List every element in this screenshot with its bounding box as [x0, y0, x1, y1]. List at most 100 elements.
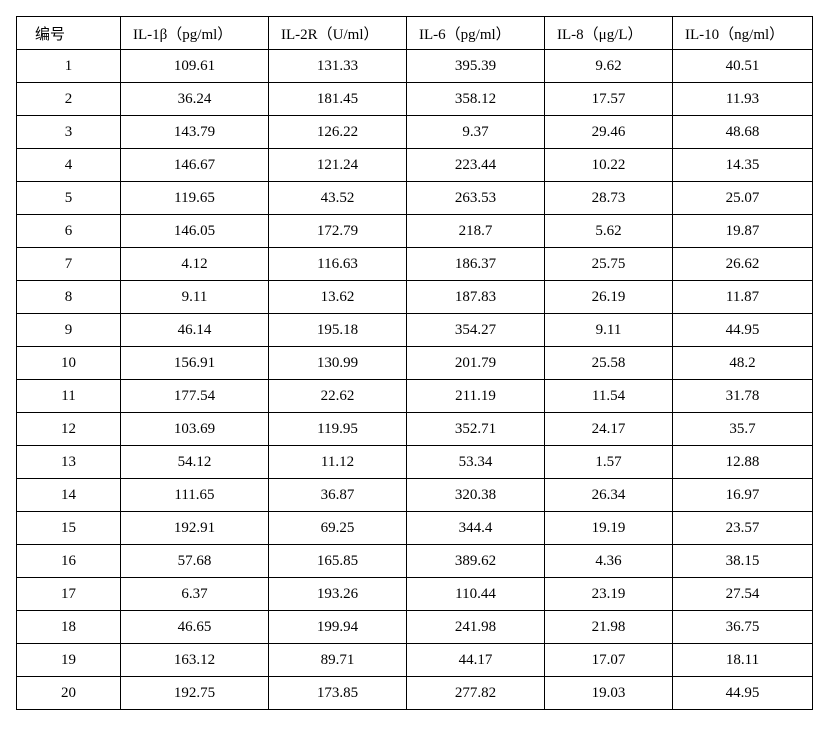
cell-value: 172.79 — [269, 215, 407, 248]
cell-value: 146.67 — [121, 149, 269, 182]
cell-value: 21.98 — [545, 611, 673, 644]
cell-value: 146.05 — [121, 215, 269, 248]
cell-value: 22.62 — [269, 380, 407, 413]
cell-value: 103.69 — [121, 413, 269, 446]
cell-value: 26.62 — [673, 248, 813, 281]
cell-value: 24.17 — [545, 413, 673, 446]
cell-value: 54.12 — [121, 446, 269, 479]
cell-value: 165.85 — [269, 545, 407, 578]
cell-value: 9.37 — [407, 116, 545, 149]
cell-index: 7 — [17, 248, 121, 281]
cell-index: 10 — [17, 347, 121, 380]
cell-value: 36.24 — [121, 83, 269, 116]
table-row: 1846.65199.94241.9821.9836.75 — [17, 611, 813, 644]
cell-value: 186.37 — [407, 248, 545, 281]
cell-value: 23.19 — [545, 578, 673, 611]
table-row: 5119.6543.52263.5328.7325.07 — [17, 182, 813, 215]
table-body: 1109.61131.33395.399.6240.51236.24181.45… — [17, 50, 813, 710]
cell-value: 44.95 — [673, 677, 813, 710]
cell-value: 16.97 — [673, 479, 813, 512]
cell-value: 195.18 — [269, 314, 407, 347]
cell-value: 11.93 — [673, 83, 813, 116]
cell-value: 6.37 — [121, 578, 269, 611]
cell-value: 25.58 — [545, 347, 673, 380]
cell-value: 121.24 — [269, 149, 407, 182]
cell-value: 69.25 — [269, 512, 407, 545]
cell-index: 5 — [17, 182, 121, 215]
table-row: 19163.1289.7144.1717.0718.11 — [17, 644, 813, 677]
table-row: 74.12116.63186.3725.7526.62 — [17, 248, 813, 281]
cell-index: 14 — [17, 479, 121, 512]
cell-value: 38.15 — [673, 545, 813, 578]
cell-value: 177.54 — [121, 380, 269, 413]
cell-value: 4.12 — [121, 248, 269, 281]
data-table: 编号 IL-1β（pg/ml） IL-2R（U/ml） IL-6（pg/ml） … — [16, 16, 813, 710]
cell-value: 277.82 — [407, 677, 545, 710]
table-row: 14111.6536.87320.3826.3416.97 — [17, 479, 813, 512]
cell-value: 36.87 — [269, 479, 407, 512]
cell-value: 201.79 — [407, 347, 545, 380]
table-row: 15192.9169.25344.419.1923.57 — [17, 512, 813, 545]
cell-value: 28.73 — [545, 182, 673, 215]
cell-value: 89.71 — [269, 644, 407, 677]
cell-value: 29.46 — [545, 116, 673, 149]
cell-value: 19.19 — [545, 512, 673, 545]
cell-index: 15 — [17, 512, 121, 545]
cell-value: 19.87 — [673, 215, 813, 248]
cell-value: 44.95 — [673, 314, 813, 347]
cell-value: 192.91 — [121, 512, 269, 545]
cell-value: 48.2 — [673, 347, 813, 380]
cell-value: 5.62 — [545, 215, 673, 248]
cell-value: 17.57 — [545, 83, 673, 116]
cell-value: 320.38 — [407, 479, 545, 512]
cell-value: 130.99 — [269, 347, 407, 380]
cell-value: 193.26 — [269, 578, 407, 611]
cell-index: 2 — [17, 83, 121, 116]
cell-value: 23.57 — [673, 512, 813, 545]
cell-value: 44.17 — [407, 644, 545, 677]
col-header-il6: IL-6（pg/ml） — [407, 17, 545, 50]
cell-value: 9.11 — [545, 314, 673, 347]
cell-value: 48.68 — [673, 116, 813, 149]
table-row: 1354.1211.1253.341.5712.88 — [17, 446, 813, 479]
cell-index: 8 — [17, 281, 121, 314]
cell-index: 12 — [17, 413, 121, 446]
cell-value: 354.27 — [407, 314, 545, 347]
cell-value: 36.75 — [673, 611, 813, 644]
col-header-index: 编号 — [17, 17, 121, 50]
table-row: 3143.79126.229.3729.4648.68 — [17, 116, 813, 149]
col-header-il1b: IL-1β（pg/ml） — [121, 17, 269, 50]
table-row: 20192.75173.85277.8219.0344.95 — [17, 677, 813, 710]
cell-value: 10.22 — [545, 149, 673, 182]
table-row: 1657.68165.85389.624.3638.15 — [17, 545, 813, 578]
cell-index: 3 — [17, 116, 121, 149]
cell-value: 109.61 — [121, 50, 269, 83]
cell-value: 344.4 — [407, 512, 545, 545]
cell-index: 1 — [17, 50, 121, 83]
table-row: 10156.91130.99201.7925.5848.2 — [17, 347, 813, 380]
cell-value: 126.22 — [269, 116, 407, 149]
cell-value: 389.62 — [407, 545, 545, 578]
cell-value: 27.54 — [673, 578, 813, 611]
cell-value: 187.83 — [407, 281, 545, 314]
cell-value: 11.87 — [673, 281, 813, 314]
cell-value: 13.62 — [269, 281, 407, 314]
cell-value: 40.51 — [673, 50, 813, 83]
cell-index: 11 — [17, 380, 121, 413]
cell-value: 263.53 — [407, 182, 545, 215]
cell-index: 17 — [17, 578, 121, 611]
cell-value: 119.95 — [269, 413, 407, 446]
cell-index: 9 — [17, 314, 121, 347]
cell-value: 358.12 — [407, 83, 545, 116]
cell-value: 4.36 — [545, 545, 673, 578]
table-row: 12103.69119.95352.7124.1735.7 — [17, 413, 813, 446]
cell-value: 26.34 — [545, 479, 673, 512]
cell-value: 181.45 — [269, 83, 407, 116]
cell-value: 192.75 — [121, 677, 269, 710]
cell-value: 18.11 — [673, 644, 813, 677]
cell-value: 9.11 — [121, 281, 269, 314]
cell-value: 163.12 — [121, 644, 269, 677]
cell-value: 110.44 — [407, 578, 545, 611]
cell-value: 53.34 — [407, 446, 545, 479]
cell-value: 19.03 — [545, 677, 673, 710]
